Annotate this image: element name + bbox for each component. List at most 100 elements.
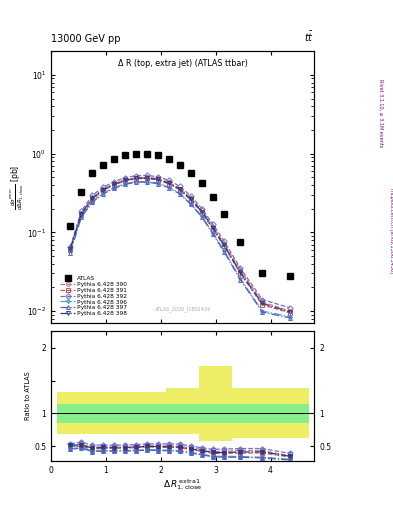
Pythia 6.428 396: [222, 247, 226, 253]
Text: 13000 GeV pp: 13000 GeV pp: [51, 33, 121, 44]
Pythia 6.428 396: [134, 179, 138, 185]
Pythia 6.428 390: [178, 185, 182, 191]
ATLAS: [211, 194, 215, 200]
Line: Pythia 6.428 392: Pythia 6.428 392: [68, 174, 292, 310]
Pythia 6.428 390: [167, 179, 171, 185]
Pythia 6.428 398: [200, 208, 204, 215]
Pythia 6.428 390: [287, 308, 292, 314]
Pythia 6.428 390: [189, 195, 193, 201]
Pythia 6.428 397: [112, 185, 117, 191]
Pythia 6.428 396: [287, 313, 292, 319]
ATLAS: [90, 170, 95, 176]
Pythia 6.428 390: [79, 210, 84, 216]
Pythia 6.428 390: [200, 207, 204, 214]
Line: Pythia 6.428 398: Pythia 6.428 398: [68, 176, 292, 314]
Pythia 6.428 398: [238, 269, 243, 275]
Pythia 6.428 398: [222, 242, 226, 248]
Pythia 6.428 392: [189, 193, 193, 199]
Pythia 6.428 398: [123, 177, 127, 183]
Pythia 6.428 398: [167, 180, 171, 186]
Pythia 6.428 390: [101, 186, 106, 192]
Pythia 6.428 398: [79, 211, 84, 217]
ATLAS: [287, 273, 292, 279]
Pythia 6.428 392: [90, 193, 95, 199]
Pythia 6.428 391: [200, 209, 204, 216]
Pythia 6.428 392: [79, 208, 84, 215]
Pythia 6.428 396: [68, 247, 73, 253]
Pythia 6.428 392: [200, 205, 204, 211]
Pythia 6.428 396: [178, 190, 182, 197]
Pythia 6.428 392: [211, 221, 215, 227]
ATLAS: [167, 156, 171, 162]
Pythia 6.428 391: [134, 176, 138, 182]
Pythia 6.428 390: [134, 175, 138, 181]
Text: ATLAS_2020_I1801434: ATLAS_2020_I1801434: [155, 307, 211, 312]
Pythia 6.428 397: [200, 214, 204, 220]
ATLAS: [145, 151, 149, 157]
Pythia 6.428 391: [123, 178, 127, 184]
Pythia 6.428 390: [112, 181, 117, 187]
Pythia 6.428 397: [156, 181, 160, 187]
Pythia 6.428 396: [167, 184, 171, 190]
Pythia 6.428 398: [211, 225, 215, 231]
Pythia 6.428 391: [145, 176, 149, 182]
ATLAS: [238, 239, 243, 245]
Pythia 6.428 391: [79, 212, 84, 218]
Line: Pythia 6.428 390: Pythia 6.428 390: [68, 176, 292, 313]
Line: Pythia 6.428 397: Pythia 6.428 397: [68, 180, 292, 320]
Pythia 6.428 392: [156, 174, 160, 180]
ATLAS: [123, 152, 127, 158]
Pythia 6.428 396: [90, 199, 95, 205]
Text: $t\bar{t}$: $t\bar{t}$: [305, 30, 314, 44]
Line: ATLAS: ATLAS: [67, 151, 293, 279]
ATLAS: [101, 162, 106, 168]
Pythia 6.428 391: [178, 187, 182, 193]
Pythia 6.428 396: [211, 230, 215, 236]
Pythia 6.428 397: [145, 179, 149, 185]
Pythia 6.428 392: [238, 265, 243, 271]
Pythia 6.428 398: [134, 175, 138, 181]
Pythia 6.428 391: [287, 310, 292, 316]
Pythia 6.428 391: [101, 187, 106, 194]
Pythia 6.428 390: [90, 195, 95, 201]
Pythia 6.428 398: [68, 246, 73, 252]
Pythia 6.428 396: [79, 213, 84, 219]
ATLAS: [189, 170, 193, 176]
Y-axis label: $\frac{d\sigma^{norm}}{d\Delta R_{1,close}}$ [pb]: $\frac{d\sigma^{norm}}{d\Delta R_{1,clos…: [9, 164, 26, 210]
Pythia 6.428 392: [287, 305, 292, 311]
Pythia 6.428 392: [222, 238, 226, 244]
Pythia 6.428 391: [156, 177, 160, 183]
Pythia 6.428 390: [211, 224, 215, 230]
Pythia 6.428 397: [260, 309, 264, 315]
Pythia 6.428 392: [123, 175, 127, 181]
Pythia 6.428 396: [156, 180, 160, 186]
X-axis label: $\Delta\,R_{1,\mathrm{close}}^{\,\mathrm{extra1}}$: $\Delta\,R_{1,\mathrm{close}}^{\,\mathrm…: [163, 477, 202, 492]
Pythia 6.428 390: [222, 241, 226, 247]
Pythia 6.428 391: [211, 226, 215, 232]
Pythia 6.428 391: [167, 181, 171, 187]
ATLAS: [156, 152, 160, 158]
Pythia 6.428 392: [112, 179, 117, 185]
ATLAS: [134, 151, 138, 157]
Pythia 6.428 397: [287, 315, 292, 321]
Pythia 6.428 391: [90, 197, 95, 203]
Pythia 6.428 397: [222, 248, 226, 254]
Pythia 6.428 392: [145, 173, 149, 179]
Pythia 6.428 396: [238, 275, 243, 282]
ATLAS: [79, 188, 84, 195]
Pythia 6.428 397: [134, 179, 138, 185]
Pythia 6.428 391: [68, 247, 73, 253]
Pythia 6.428 396: [112, 184, 117, 190]
Pythia 6.428 391: [189, 197, 193, 203]
Pythia 6.428 397: [211, 231, 215, 237]
ATLAS: [68, 223, 73, 229]
Pythia 6.428 391: [112, 182, 117, 188]
Pythia 6.428 396: [145, 179, 149, 185]
Pythia 6.428 392: [134, 173, 138, 179]
Text: Δ R (top, extra jet) (ATLAS ttbar): Δ R (top, extra jet) (ATLAS ttbar): [118, 59, 248, 69]
Pythia 6.428 398: [260, 301, 264, 307]
Pythia 6.428 391: [222, 243, 226, 249]
Pythia 6.428 392: [101, 184, 106, 190]
Y-axis label: Ratio to ATLAS: Ratio to ATLAS: [25, 372, 31, 420]
Pythia 6.428 398: [145, 175, 149, 181]
